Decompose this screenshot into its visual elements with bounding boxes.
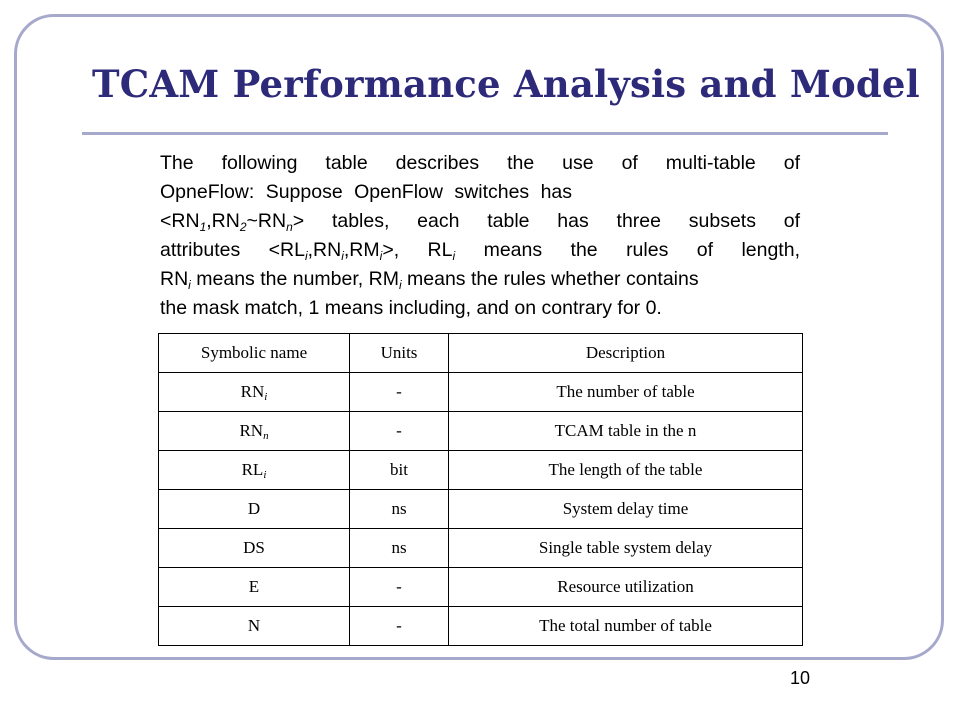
symbols-table: Symbolic name Units Description RNi - Th… — [158, 333, 803, 646]
units-cell: - — [349, 411, 449, 451]
text-fragment: RN — [160, 268, 189, 290]
units-cell: ns — [349, 528, 449, 568]
table-header-row: Symbolic name Units Description — [158, 333, 803, 373]
description-cell: Single table system delay — [448, 528, 803, 568]
title-underline — [82, 132, 888, 135]
table-row: RLi bit The length of the table — [158, 450, 803, 490]
symbol-subscript: i — [263, 469, 267, 481]
text-fragment: attributes <RL — [160, 239, 305, 261]
column-header-symbolic-name: Symbolic name — [158, 333, 350, 373]
text-fragment: ,RN — [307, 239, 342, 261]
symbol-subscript: n — [263, 430, 269, 442]
symbol-cell: E — [158, 567, 350, 607]
description-cell: The length of the table — [448, 450, 803, 490]
column-header-description: Description — [448, 333, 803, 373]
table-row: RNn - TCAM table in the n — [158, 411, 803, 451]
text-fragment: means the rules of length, — [455, 239, 800, 261]
paragraph-line-5: RNi means the number, RMi means the rule… — [160, 265, 800, 294]
symbol-cell: RNi — [158, 372, 350, 412]
table-row: E - Resource utilization — [158, 567, 803, 607]
description-cell: The total number of table — [448, 606, 803, 646]
slide-title: TCAM Performance Analysis and Model — [92, 62, 920, 106]
symbol-subscript: i — [264, 391, 268, 403]
column-header-units: Units — [349, 333, 449, 373]
units-cell: ns — [349, 489, 449, 529]
symbol-cell: D — [158, 489, 350, 529]
symbol-cell: RNn — [158, 411, 350, 451]
description-cell: Resource utilization — [448, 567, 803, 607]
symbol-text: RL — [241, 460, 264, 479]
page-number: 10 — [790, 668, 811, 688]
paragraph-line-3: <RN1,RN2~RNn> tables, each table has thr… — [160, 207, 800, 236]
units-cell: bit — [349, 450, 449, 490]
description-cell: TCAM table in the n — [448, 411, 803, 451]
paragraph-line-4: attributes <RLi,RNi,RMi>, RLi means the … — [160, 236, 800, 265]
units-cell: - — [349, 606, 449, 646]
table-row: DS ns Single table system delay — [158, 528, 803, 568]
subscript: i — [341, 249, 344, 263]
description-cell: System delay time — [448, 489, 803, 529]
symbol-cell: N — [158, 606, 350, 646]
symbol-text: RN — [239, 421, 264, 440]
symbol-cell: RLi — [158, 450, 350, 490]
description-paragraph: The following table describes the use of… — [160, 149, 800, 323]
symbol-cell: DS — [158, 528, 350, 568]
text-fragment: <RN — [160, 210, 200, 232]
text-fragment: >, RL — [382, 239, 453, 261]
text-fragment: means the number, RM — [190, 268, 399, 290]
subscript: i — [452, 249, 456, 263]
paragraph-line-2: OpneFlow: Suppose OpenFlow switches has — [160, 181, 573, 203]
text-fragment: means the rules whether contains — [401, 268, 699, 290]
subscript: 1 — [199, 220, 207, 234]
subscript: n — [286, 220, 293, 234]
text-fragment: ~RN — [246, 210, 287, 232]
text-fragment: ,RM — [343, 239, 380, 261]
units-cell: - — [349, 372, 449, 412]
paragraph-line-6: the mask match, 1 means including, and o… — [160, 297, 662, 319]
text-fragment: ,RN — [206, 210, 240, 232]
subscript: 2 — [239, 220, 247, 234]
subscript: i — [379, 249, 383, 263]
description-cell: The number of table — [448, 372, 803, 412]
paragraph-line-1: The following table describes the use of… — [160, 152, 800, 174]
table-row: N - The total number of table — [158, 606, 803, 646]
table-row: D ns System delay time — [158, 489, 803, 529]
subscript: i — [304, 249, 308, 263]
table-row: RNi - The number of table — [158, 372, 803, 412]
subscript: i — [398, 278, 402, 292]
text-fragment: > tables, each table has three subsets o… — [292, 210, 800, 232]
units-cell: - — [349, 567, 449, 607]
symbol-text: RN — [240, 382, 265, 401]
subscript: i — [188, 278, 191, 292]
